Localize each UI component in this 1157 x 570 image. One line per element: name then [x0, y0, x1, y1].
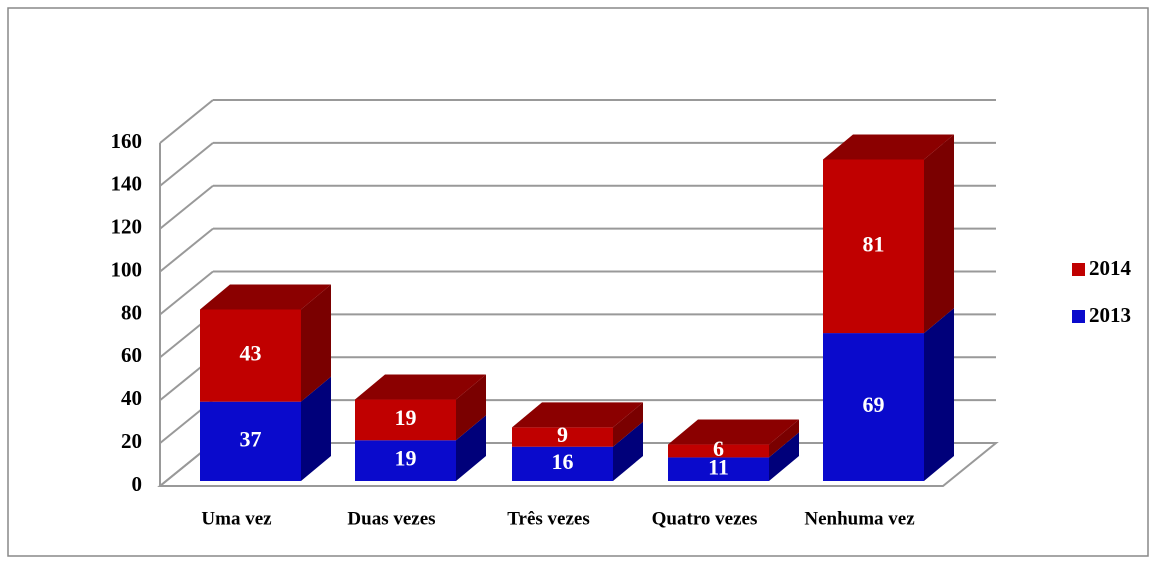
value-label: 16	[552, 449, 574, 474]
x-tick-label: Uma vez	[201, 508, 272, 529]
y-tick-label: 20	[121, 429, 142, 453]
bar-front	[512, 446, 613, 481]
bar-side	[456, 415, 486, 481]
legend-label: 2013	[1089, 303, 1131, 327]
bar-front	[355, 399, 456, 441]
bar-top	[200, 284, 331, 310]
y-tick-label: 80	[121, 300, 142, 324]
legend-swatch	[1072, 263, 1085, 276]
grid-line	[159, 142, 214, 187]
grid-line	[159, 270, 214, 316]
bar-side	[301, 376, 331, 481]
grid-line	[159, 99, 214, 144]
y-tick-label: 60	[121, 343, 142, 367]
y-tick-label: 140	[111, 172, 143, 196]
bar-front	[823, 159, 924, 334]
y-tick-label: 120	[111, 215, 143, 239]
bar-side	[613, 421, 643, 481]
x-tick-label: Quatro vezes	[652, 508, 758, 529]
value-label: 19	[395, 405, 417, 430]
legend-label: 2014	[1089, 256, 1132, 280]
x-tick-label: Nenhuma vez	[804, 508, 915, 529]
bar-side	[769, 419, 799, 458]
value-label: 9	[557, 422, 568, 447]
legend-swatch	[1072, 310, 1085, 323]
bar-side	[301, 284, 331, 402]
bar-top	[512, 402, 643, 428]
grid-line	[159, 227, 214, 273]
value-label: 19	[395, 446, 417, 471]
bar-top	[823, 134, 954, 160]
y-tick-label: 100	[111, 257, 143, 281]
value-label: 43	[240, 341, 262, 366]
bar-side	[924, 134, 954, 334]
grid-line	[159, 184, 214, 230]
bar-side	[924, 308, 954, 481]
bar-side	[456, 374, 486, 441]
value-label: 11	[708, 454, 729, 479]
bar-front	[823, 333, 924, 481]
bar-front	[200, 309, 301, 402]
bar-top	[668, 419, 799, 445]
y-tick-label: 0	[132, 472, 143, 496]
bar-front	[200, 401, 301, 481]
y-tick-label: 40	[121, 386, 142, 410]
bar-side	[613, 402, 643, 447]
bar-front	[355, 440, 456, 481]
x-tick-label: Três vezes	[507, 508, 589, 529]
value-label: 37	[240, 426, 262, 451]
bar-top	[355, 374, 486, 400]
bar-front	[512, 427, 613, 447]
bar-front	[668, 444, 769, 458]
y-tick-label: 160	[111, 129, 143, 153]
x-tick-label: Duas vezes	[347, 508, 435, 529]
value-label: 81	[863, 231, 885, 256]
value-label: 69	[863, 392, 885, 417]
bar-front	[668, 457, 769, 481]
value-label: 6	[713, 436, 724, 461]
bar-side	[769, 432, 799, 481]
